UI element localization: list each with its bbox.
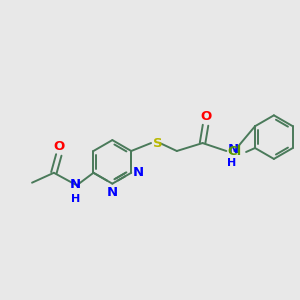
Text: S: S bbox=[153, 136, 163, 150]
Text: O: O bbox=[200, 110, 211, 123]
Text: N: N bbox=[70, 178, 81, 191]
Text: O: O bbox=[53, 140, 64, 153]
Text: N: N bbox=[227, 142, 239, 155]
Text: Cl: Cl bbox=[227, 146, 241, 158]
Text: H: H bbox=[71, 194, 80, 204]
Text: N: N bbox=[107, 186, 118, 199]
Text: N: N bbox=[133, 166, 144, 179]
Text: H: H bbox=[227, 158, 237, 168]
